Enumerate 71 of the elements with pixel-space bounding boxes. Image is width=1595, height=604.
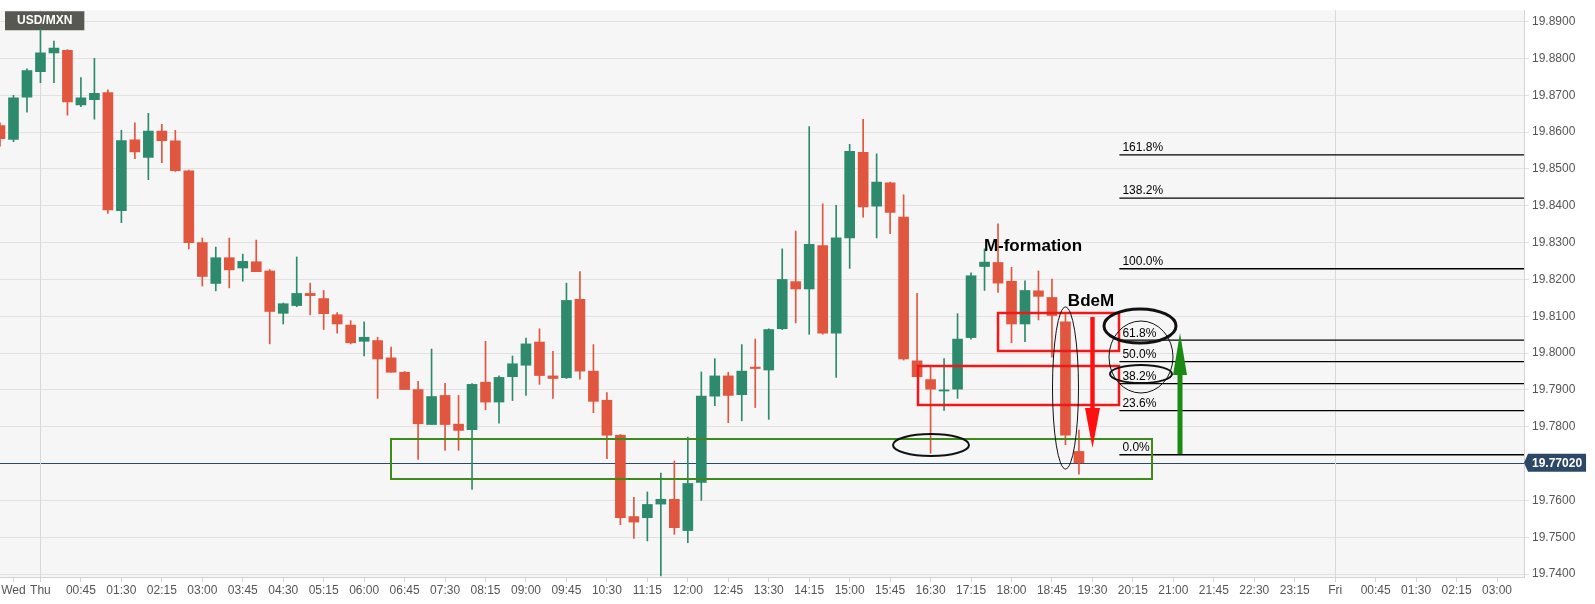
x-tick-label: 03:00: [1482, 582, 1513, 597]
candlestick: [237, 253, 249, 282]
candlestick: [628, 497, 640, 539]
x-tick-label: 09:00: [510, 582, 542, 597]
x-tick-label: 14:15: [794, 582, 825, 597]
y-tick-label: 19.7900: [1532, 382, 1576, 397]
x-tick-label: 16:30: [915, 582, 946, 597]
x-tick-label: 18:45: [1036, 582, 1068, 597]
x-tick-label: 20:15: [1117, 582, 1149, 597]
series-label: 61.8%: [1122, 325, 1157, 340]
y-tick-label: 19.8800: [1532, 50, 1576, 65]
x-tick-label: Wed: [1, 582, 26, 597]
x-tick-label: 03:45: [227, 582, 259, 597]
x-tick-label: 06:00: [349, 582, 380, 597]
series-label: 0.0%: [1122, 440, 1151, 455]
x-tick-label: 13:30: [753, 582, 785, 597]
candlestick: [358, 321, 370, 357]
candlestick: [749, 338, 761, 408]
x-tick-label: 00:45: [1360, 582, 1391, 597]
x-tick-label: 22:30: [1239, 582, 1270, 597]
y-tick-label: 19.8500: [1532, 161, 1576, 176]
x-tick-label: 23:15: [1279, 582, 1311, 597]
x-tick-label: 21:00: [1158, 582, 1189, 597]
y-tick-label: 19.8300: [1532, 234, 1576, 249]
x-tick-label: 17:15: [956, 582, 987, 597]
x-tick-label: 02:15: [146, 582, 178, 597]
x-tick-label: 15:45: [875, 582, 906, 597]
series-label: 100.0%: [1122, 254, 1164, 269]
y-tick-label: 19.7500: [1532, 529, 1576, 544]
series-label: 38.2%: [1122, 368, 1157, 383]
x-tick-label: 07:30: [430, 582, 461, 597]
series-label: 50.0%: [1122, 346, 1157, 361]
x-tick-label: 19:30: [1077, 582, 1108, 597]
x-tick-label: 08:15: [470, 582, 501, 597]
series-label: 161.8%: [1122, 140, 1164, 155]
x-tick-label: 12:45: [713, 582, 744, 597]
annotation: BdeM: [1067, 290, 1115, 310]
series-label: 138.2%: [1122, 183, 1164, 198]
x-tick-label: 01:30: [1401, 582, 1432, 597]
ref-line-label: 19.77020: [1532, 456, 1583, 471]
x-tick-label: 02:15: [1441, 582, 1472, 597]
x-tick-label: 03:00: [187, 582, 218, 597]
x-tick-label: Fri: [1328, 582, 1343, 597]
y-tick-label: 19.8000: [1532, 345, 1576, 360]
y-tick-label: 19.7400: [1532, 566, 1576, 581]
x-tick-label: 11:15: [632, 582, 663, 597]
candlestick: [790, 230, 802, 324]
y-tick-label: 19.8400: [1532, 198, 1576, 213]
x-tick-label: 00:45: [65, 582, 97, 597]
x-tick-label: 06:45: [389, 582, 420, 597]
x-tick-label: 10:30: [591, 582, 623, 597]
y-tick-label: 19.8200: [1532, 271, 1576, 286]
candlestick: [304, 282, 316, 316]
y-tick-label: 19.8700: [1532, 87, 1576, 102]
y-tick-label: 19.7800: [1532, 419, 1576, 434]
x-tick-label: 15:00: [834, 582, 865, 597]
x-tick-label: Thu: [30, 582, 51, 597]
candlestick: [803, 126, 815, 335]
x-tick-label: 05:15: [308, 582, 340, 597]
x-tick-label: 09:45: [551, 582, 582, 597]
x-tick-label: 12:00: [672, 582, 704, 597]
x-tick-label: 04:30: [268, 582, 299, 597]
series-label: 23.6%: [1122, 395, 1157, 410]
x-tick-label: 01:30: [106, 582, 137, 597]
y-tick-label: 19.8900: [1532, 13, 1576, 28]
y-tick-label: 19.8600: [1532, 124, 1576, 139]
chart-title: USD/MXN: [17, 13, 73, 28]
x-tick-label: 21:45: [1198, 582, 1230, 597]
x-tick-label: 18:00: [996, 582, 1027, 597]
y-tick-label: 19.7600: [1532, 492, 1576, 507]
y-tick-label: 19.8100: [1532, 308, 1576, 323]
